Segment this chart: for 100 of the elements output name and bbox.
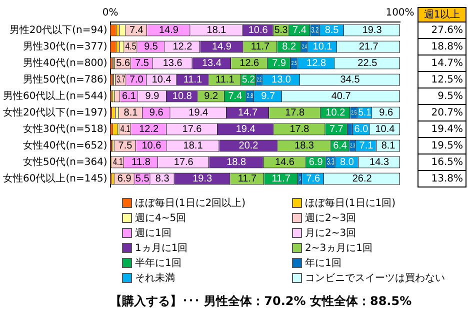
data-label: 4.1 <box>113 156 124 168</box>
y-tick-label: 女性30代(n=518) <box>22 122 108 135</box>
data-label: 7.4 <box>129 25 144 36</box>
data-label: 7.1 <box>359 140 374 152</box>
legend-label: 半年に1回 <box>135 256 182 270</box>
data-label: 10.8 <box>172 91 192 102</box>
legend-label: ほぼ毎日(1日に1回) <box>305 197 396 210</box>
data-label: 11.1 <box>183 74 203 86</box>
data-label: 9.9 <box>145 91 160 102</box>
y-tick-label: 男性60代以上(n=544) <box>2 90 108 102</box>
y-tick-label: 男性40代(n=800) <box>22 56 108 69</box>
legend-label: コンビニでスイーツは買わない <box>305 272 445 285</box>
text: 【購入する】･･･ 男性全体：70.2% 女性全体：88.5% <box>110 293 413 309</box>
data-label: 20.2 <box>238 140 259 152</box>
data-label: 10.4 <box>375 124 396 135</box>
y-tick-label: 男性50代(n=786) <box>22 73 108 86</box>
data-label: 18.3 <box>294 140 314 152</box>
data-label: 40.7 <box>331 91 352 102</box>
data-label: 19.3 <box>362 25 382 36</box>
data-label: 12.2 <box>139 124 160 135</box>
data-label: 9.5 <box>144 42 158 52</box>
text: 9.5% <box>438 90 463 102</box>
data-label: 19.4 <box>236 124 256 135</box>
legend-label: ほぼ毎日(1日に2回以上) <box>135 196 246 210</box>
data-label: 13.6 <box>162 58 183 69</box>
data-label: 17.6 <box>182 124 202 135</box>
data-label: 11.7 <box>250 42 270 52</box>
data-label: 7.9 <box>272 58 286 69</box>
data-label: 12.2 <box>172 42 193 52</box>
data-label: 6.9 <box>117 174 132 184</box>
data-label: 12.6 <box>240 58 260 69</box>
y-tick-label: 男性20代以下(n=94) <box>9 24 108 36</box>
text: 19.5% <box>431 140 463 152</box>
data-label: 5.1 <box>358 107 372 119</box>
data-label: 7.4 <box>228 91 243 102</box>
data-label: 26.2 <box>352 174 372 184</box>
data-label: 8.2 <box>282 42 296 52</box>
y-tick-label: 女性60代以上(n=145) <box>2 172 108 184</box>
data-label: 34.5 <box>340 74 360 86</box>
text: 19.4% <box>431 124 463 135</box>
y-tick-label: 女性40代(n=652) <box>22 139 108 152</box>
x-tick-label: 100% <box>386 8 414 19</box>
data-label: 13.0 <box>272 74 292 86</box>
data-label: 8.1 <box>124 108 138 118</box>
text: 16.5% <box>431 156 463 168</box>
data-label: 7.0 <box>129 74 144 86</box>
data-label: 7.4 <box>292 25 307 36</box>
text: 13.8% <box>431 173 463 184</box>
data-label: 10.4 <box>152 74 172 86</box>
data-label: 9.6 <box>379 108 394 118</box>
data-label: 8.3 <box>155 174 170 184</box>
data-label: 11.7 <box>272 174 291 184</box>
data-label: 21.7 <box>358 42 379 52</box>
data-label: 7.7 <box>329 124 344 135</box>
data-label: 4.1 <box>120 122 130 134</box>
data-label: 14.7 <box>238 108 258 118</box>
x-tick-label: 0% <box>102 8 118 19</box>
data-label: 9.6 <box>149 108 164 118</box>
data-label: 6.9 <box>308 157 324 168</box>
data-label: 5.3 <box>274 24 288 36</box>
data-label: 7.5 <box>118 140 133 152</box>
data-label: 5.2 <box>242 74 256 86</box>
data-label: 14.9 <box>158 25 179 36</box>
legend-label: 年に1回 <box>305 257 342 270</box>
data-label: 11.7 <box>238 174 257 184</box>
data-label: 14.3 <box>370 157 390 168</box>
data-label: 14.6 <box>274 157 295 168</box>
data-label: 18.1 <box>183 140 204 152</box>
data-label: 12.8 <box>306 58 326 69</box>
data-label: 18.1 <box>206 25 227 36</box>
legend-label: 2~3ヵ月に1回 <box>305 242 372 255</box>
data-label: 3.7 <box>116 72 126 85</box>
data-label: 19.4 <box>188 108 209 118</box>
legend-label: それ未満 <box>135 272 175 285</box>
data-label: 9.7 <box>261 91 276 102</box>
data-label: 11.8 <box>132 157 151 168</box>
data-label: 10.2 <box>326 108 346 118</box>
legend-label: 週に4~5回 <box>135 212 186 225</box>
legend-label: 1ヵ月に1回 <box>135 242 188 255</box>
data-label: 13.4 <box>202 58 222 69</box>
data-label: 18.8 <box>226 157 247 168</box>
data-label: 14.9 <box>212 42 232 52</box>
data-label: 6.4 <box>333 140 348 152</box>
legend-label: 週に2~3回 <box>305 212 356 225</box>
data-label: 10.1 <box>312 42 333 52</box>
data-label: 10.6 <box>248 25 268 36</box>
data-label: 9.2 <box>204 91 219 102</box>
data-label: 5.6 <box>116 58 130 69</box>
data-label: 11.1 <box>216 74 235 86</box>
data-label: 22.5 <box>358 58 378 69</box>
legend-label: 週に1回 <box>135 227 172 240</box>
data-label: 19.3 <box>192 174 212 184</box>
text: 27.6% <box>431 24 463 36</box>
data-label: 6.0 <box>354 124 369 135</box>
data-label: 8.5 <box>324 25 340 36</box>
text: 週1以上 <box>424 8 460 20</box>
data-label: 5.5 <box>135 174 150 184</box>
data-label: 7.5 <box>135 58 150 69</box>
y-tick-label: 女性20代以下(n=197) <box>2 106 108 118</box>
data-label: 17.8 <box>290 124 310 135</box>
